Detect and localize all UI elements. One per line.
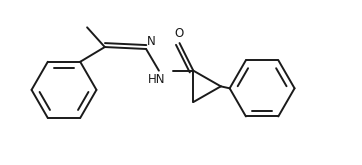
- Text: HN: HN: [148, 73, 166, 86]
- Text: N: N: [147, 35, 156, 48]
- Text: O: O: [174, 27, 183, 40]
